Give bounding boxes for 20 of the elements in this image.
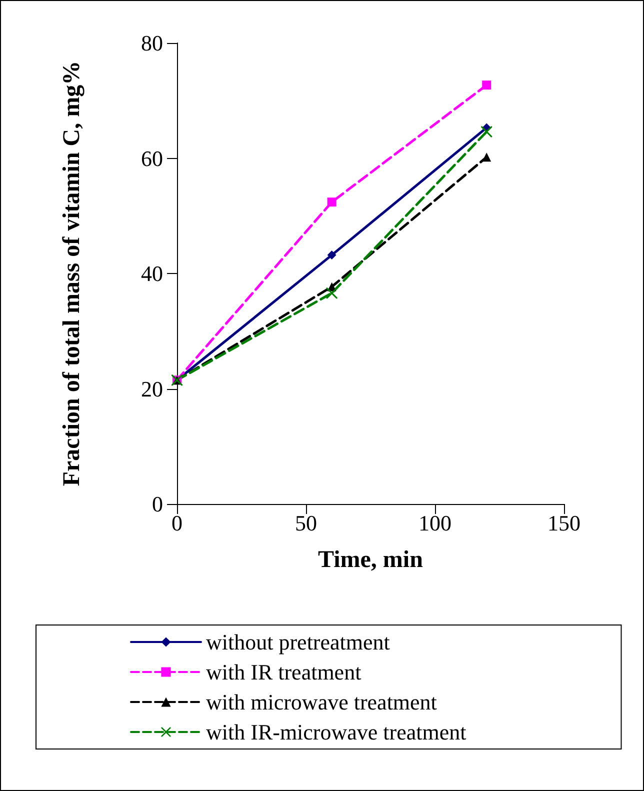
point (326, 288, 338, 299)
y-tick-label: 60 (141, 146, 163, 171)
legend-label: without pretreatment (206, 630, 390, 654)
y-axis-title: Fraction of total mass of vitamin C, mg% (59, 60, 85, 486)
x-tick-label: 0 (172, 510, 182, 536)
legend-label: with IR treatment (206, 660, 362, 684)
point (481, 126, 492, 138)
x-axis-title: Time, min (318, 547, 423, 573)
y-tick-label: 0 (152, 492, 163, 516)
y-tick-label: 20 (141, 376, 163, 402)
x-tick-label: 50 (295, 510, 317, 536)
y-tick-label: 40 (141, 261, 163, 286)
point (327, 198, 336, 207)
legend-label: with IR-microwave treatment (206, 720, 466, 744)
point (327, 250, 336, 260)
legend-label: with microwave treatment (206, 690, 437, 714)
point (482, 80, 492, 90)
x-tick-label: 100 (418, 510, 452, 536)
x-tick-label: 150 (548, 510, 580, 536)
y-tick-label: 80 (141, 30, 163, 56)
